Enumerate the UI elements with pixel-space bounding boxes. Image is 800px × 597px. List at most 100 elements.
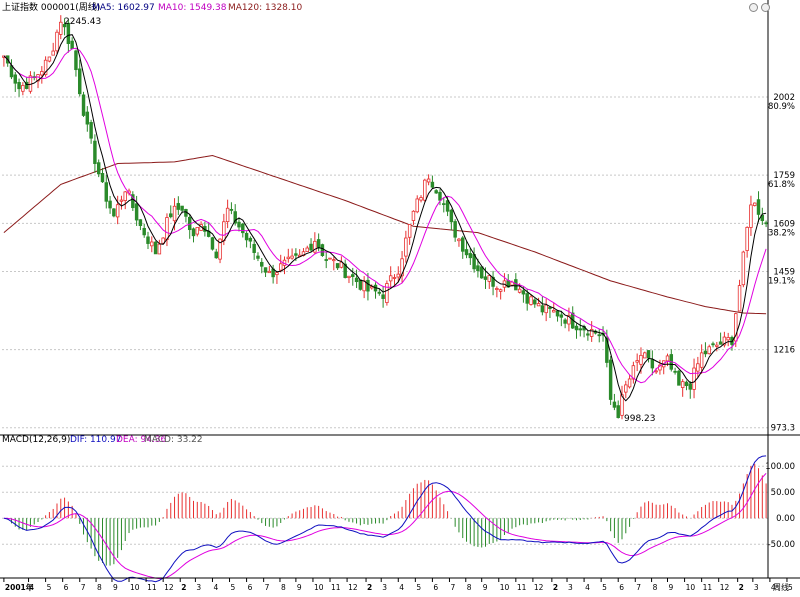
candle-body xyxy=(43,59,48,76)
time-tick-label: 7 xyxy=(450,583,455,592)
candle-body xyxy=(233,211,237,224)
candle-body xyxy=(438,191,442,201)
candle-body xyxy=(332,259,336,262)
candle-body xyxy=(134,203,139,221)
macd-layer xyxy=(3,455,767,583)
time-tick-label: 7 xyxy=(636,583,641,592)
candle-body xyxy=(180,205,184,211)
candle-body xyxy=(142,227,146,236)
candle-body xyxy=(62,24,67,28)
time-tick-label: 6 xyxy=(64,583,69,592)
candle-body xyxy=(252,243,256,253)
candle-body xyxy=(335,263,340,269)
fib-level-label: 19.1% xyxy=(768,277,795,287)
candle-body xyxy=(461,237,465,252)
time-tick-label: 5 xyxy=(416,583,421,592)
candle-body xyxy=(753,202,757,206)
time-tick-label: 5 xyxy=(788,583,793,592)
candle-body xyxy=(51,50,55,56)
candle-body xyxy=(715,344,719,347)
candle-body xyxy=(639,354,643,365)
candle-body xyxy=(74,50,78,71)
candle-body xyxy=(66,22,71,44)
candle-body xyxy=(411,210,416,221)
candle-body xyxy=(161,237,165,244)
candle-body xyxy=(514,279,518,291)
candle-body xyxy=(267,270,272,274)
candle-body xyxy=(517,288,522,293)
candle-body xyxy=(654,370,658,373)
dif-line xyxy=(3,455,767,583)
time-tick-label: 12 xyxy=(348,583,358,592)
ma5-line xyxy=(3,34,767,402)
candle-body xyxy=(442,203,446,206)
candle-body xyxy=(540,305,545,313)
candle-body xyxy=(324,259,328,261)
candle-body xyxy=(17,82,21,90)
candle-body xyxy=(457,238,461,242)
candle-body xyxy=(574,325,579,331)
candle-body xyxy=(218,238,222,260)
fib-level-label: 38.2% xyxy=(768,228,795,238)
candle-body xyxy=(631,365,636,380)
candle-body xyxy=(555,310,560,317)
macd-tick-label: 100.00 xyxy=(765,462,795,472)
time-tick-label: 9 xyxy=(297,583,302,592)
candle-body xyxy=(153,241,158,255)
candle-body xyxy=(21,85,25,92)
candle-body xyxy=(605,337,609,363)
candle-body xyxy=(388,275,393,282)
candle-body xyxy=(191,228,196,237)
time-tick-label: 2001年 xyxy=(5,582,34,592)
candle-body xyxy=(351,274,355,277)
time-tick-label: 9 xyxy=(483,583,488,592)
time-tick-label: 8 xyxy=(653,583,658,592)
minimize-circle-icon[interactable] xyxy=(749,3,758,12)
candle-body xyxy=(176,203,181,210)
candle-body xyxy=(119,199,124,202)
candle-body xyxy=(476,265,480,272)
price-tick-label: 1459 xyxy=(773,268,795,278)
candle-body xyxy=(195,227,200,235)
macd-tick-label: 0.00 xyxy=(776,514,795,524)
zoom-circle-icon[interactable] xyxy=(761,3,770,12)
candle-body xyxy=(650,359,655,369)
candle-body xyxy=(320,244,325,257)
candle-body xyxy=(445,200,450,212)
ma-lines-layer xyxy=(3,34,767,402)
time-tick-label: 11 xyxy=(703,583,713,592)
time-tick-label: 2 xyxy=(181,583,186,592)
candle-body xyxy=(115,204,120,218)
candle-body xyxy=(404,237,408,257)
candle-body xyxy=(237,221,241,228)
candle-body xyxy=(430,181,435,188)
candle-body xyxy=(294,253,298,256)
candle-body xyxy=(70,40,74,49)
ma120-layer xyxy=(3,154,767,315)
time-tick-label: 4 xyxy=(771,583,776,592)
time-tick-label: 3 xyxy=(196,583,201,592)
candle-body xyxy=(612,401,617,408)
candle-body xyxy=(589,329,594,337)
candle-body xyxy=(487,275,492,282)
time-tick-label: 2 xyxy=(367,583,372,592)
candle-body xyxy=(684,381,689,387)
candle-body xyxy=(627,378,632,388)
candle-body xyxy=(764,222,768,225)
candle-body xyxy=(737,285,742,312)
candle-body xyxy=(529,296,533,305)
candle-body xyxy=(358,279,363,290)
time-tick-label: 12 xyxy=(534,583,544,592)
candle-body xyxy=(563,319,567,324)
candle-body xyxy=(498,289,503,292)
ma10-label: MA10: 1549.38 xyxy=(158,3,227,13)
candle-body xyxy=(229,208,234,211)
ma10-line xyxy=(3,47,767,384)
candle-body xyxy=(108,200,112,209)
candle-body xyxy=(616,405,620,418)
candle-body xyxy=(734,313,738,342)
time-tick-label: 8 xyxy=(467,583,472,592)
